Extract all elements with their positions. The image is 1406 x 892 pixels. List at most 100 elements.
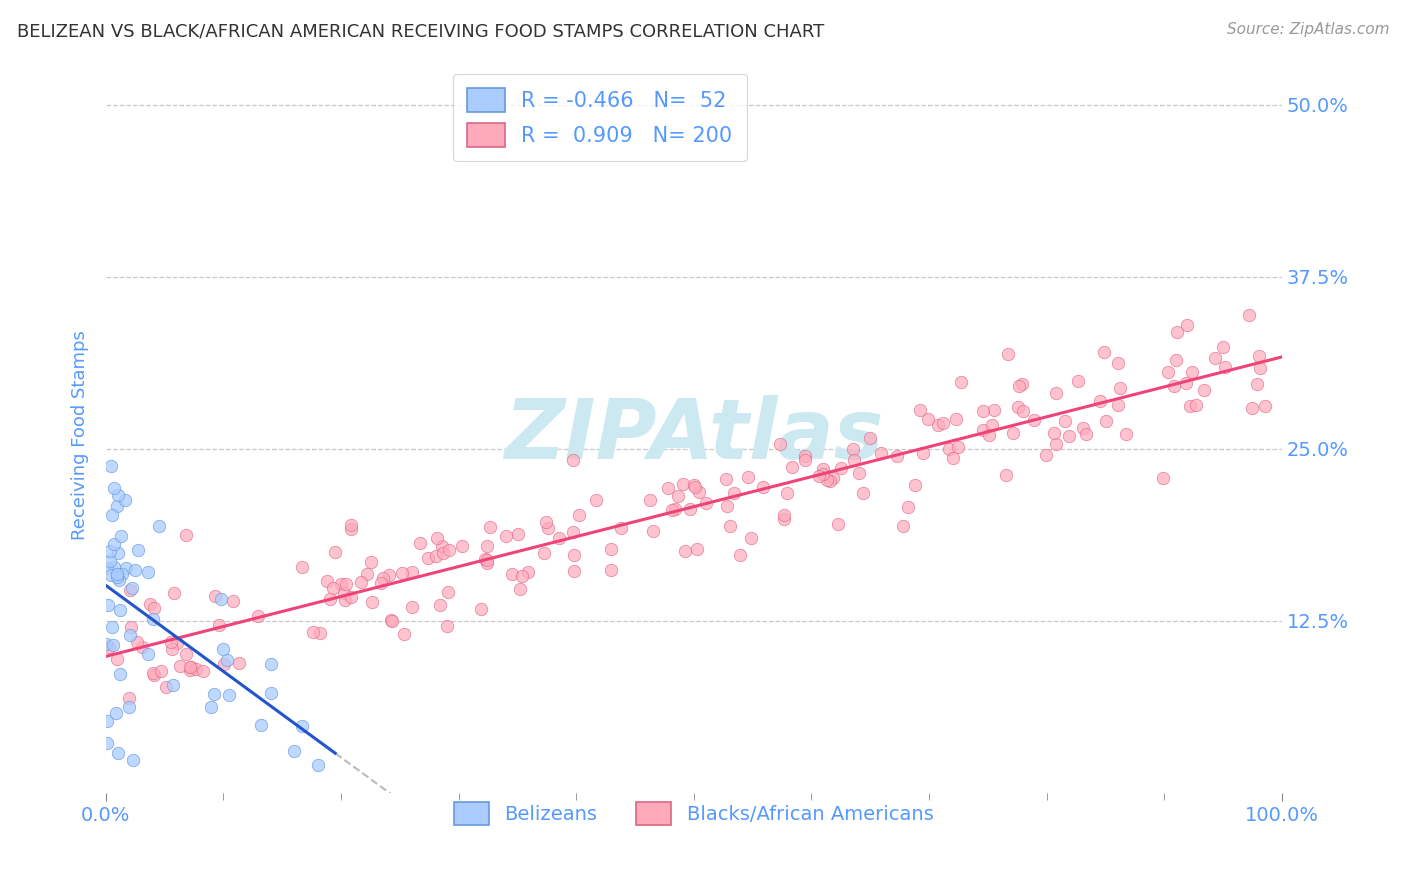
- Point: [148, 518, 170, 533]
- Point: [600, 541, 623, 556]
- Point: [96, 637, 118, 651]
- Point: [291, 719, 314, 733]
- Point: [1043, 425, 1066, 440]
- Point: [673, 543, 696, 558]
- Point: [260, 657, 283, 671]
- Point: [142, 666, 165, 681]
- Point: [162, 678, 184, 692]
- Point: [1237, 308, 1260, 322]
- Point: [98, 544, 121, 558]
- Point: [105, 567, 128, 582]
- Point: [932, 416, 955, 430]
- Point: [772, 508, 794, 522]
- Text: Source: ZipAtlas.com: Source: ZipAtlas.com: [1226, 22, 1389, 37]
- Point: [1067, 374, 1090, 388]
- Point: [100, 458, 122, 473]
- Point: [720, 518, 742, 533]
- Point: [1045, 386, 1067, 401]
- Point: [259, 686, 281, 700]
- Point: [813, 467, 835, 481]
- Point: [131, 640, 153, 655]
- Point: [409, 536, 432, 550]
- Point: [108, 573, 131, 587]
- Point: [160, 635, 183, 649]
- Point: [1175, 376, 1198, 390]
- Point: [418, 550, 440, 565]
- Point: [136, 647, 159, 661]
- Point: [780, 459, 803, 474]
- Point: [1178, 399, 1201, 413]
- Point: [737, 470, 759, 484]
- Point: [108, 602, 131, 616]
- Point: [479, 520, 502, 534]
- Point: [333, 586, 356, 600]
- Point: [561, 453, 583, 467]
- Point: [1115, 427, 1137, 442]
- Point: [1045, 436, 1067, 450]
- Point: [425, 549, 447, 563]
- Point: [115, 561, 138, 575]
- Point: [1241, 401, 1264, 416]
- Point: [150, 664, 173, 678]
- Point: [1212, 340, 1234, 354]
- Point: [179, 664, 201, 678]
- Point: [212, 657, 235, 672]
- Point: [330, 577, 353, 591]
- Point: [979, 428, 1001, 442]
- Point: [1249, 361, 1271, 376]
- Point: [842, 442, 865, 456]
- Point: [568, 508, 591, 523]
- Point: [983, 402, 1005, 417]
- Point: [96, 561, 118, 575]
- Point: [1175, 318, 1198, 332]
- Point: [105, 706, 128, 720]
- Point: [1163, 379, 1185, 393]
- Point: [897, 500, 920, 514]
- Point: [222, 594, 245, 608]
- Point: [917, 412, 939, 426]
- Point: [100, 508, 122, 522]
- Point: [870, 446, 893, 460]
- Point: [127, 635, 149, 649]
- Point: [1107, 356, 1129, 370]
- Point: [830, 461, 852, 475]
- Point: [1215, 359, 1237, 374]
- Point: [180, 660, 202, 674]
- Point: [886, 449, 908, 463]
- Point: [938, 442, 960, 457]
- Point: [179, 660, 201, 674]
- Point: [193, 664, 215, 678]
- Point: [1247, 349, 1270, 363]
- Point: [509, 582, 531, 596]
- Point: [945, 411, 967, 425]
- Point: [533, 545, 555, 559]
- Point: [373, 571, 395, 585]
- Point: [160, 642, 183, 657]
- Point: [202, 687, 225, 701]
- Point: [818, 474, 841, 488]
- Point: [319, 591, 342, 606]
- Point: [1008, 379, 1031, 393]
- Point: [972, 423, 994, 437]
- Point: [1152, 470, 1174, 484]
- Point: [475, 553, 498, 567]
- Point: [859, 431, 882, 445]
- Point: [98, 640, 121, 654]
- Text: BELIZEAN VS BLACK/AFRICAN AMERICAN RECEIVING FOOD STAMPS CORRELATION CHART: BELIZEAN VS BLACK/AFRICAN AMERICAN RECEI…: [17, 22, 824, 40]
- Point: [121, 582, 143, 596]
- Point: [891, 519, 914, 533]
- Point: [716, 499, 738, 513]
- Point: [562, 564, 585, 578]
- Point: [392, 627, 415, 641]
- Point: [333, 593, 356, 607]
- Point: [852, 486, 875, 500]
- Point: [1166, 325, 1188, 339]
- Point: [143, 601, 166, 615]
- Point: [163, 586, 186, 600]
- Point: [143, 667, 166, 681]
- Point: [307, 758, 329, 772]
- Point: [204, 589, 226, 603]
- Point: [997, 347, 1019, 361]
- Point: [96, 714, 118, 728]
- Point: [110, 529, 132, 543]
